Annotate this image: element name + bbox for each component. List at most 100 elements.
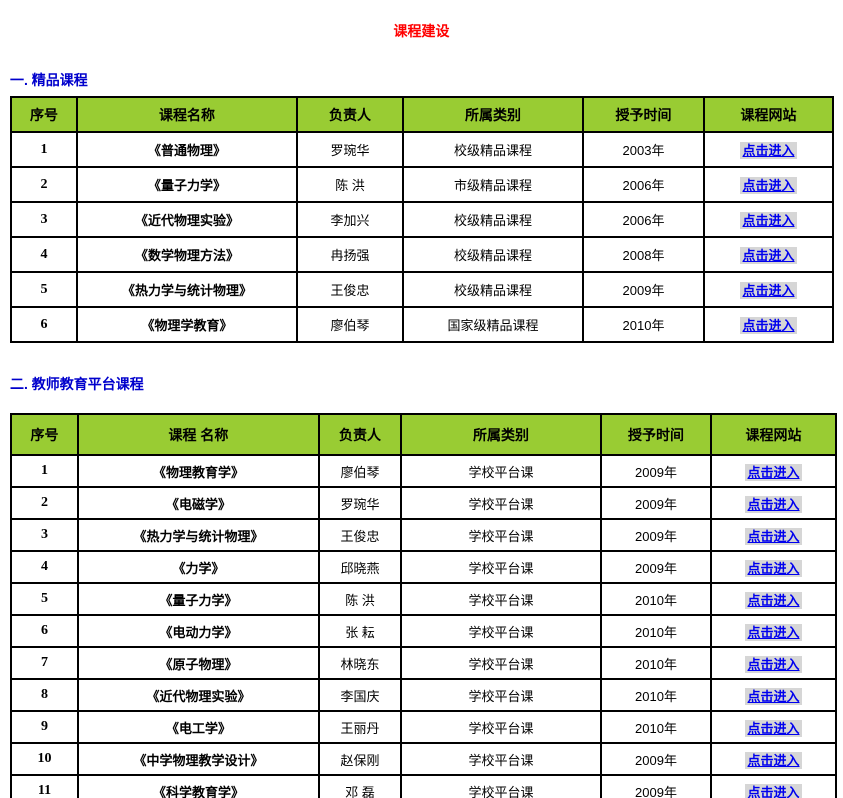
cell-year: 2009年 xyxy=(600,774,712,798)
cell-website: 点击进入 xyxy=(710,550,837,584)
cell-leader: 李加兴 xyxy=(296,201,404,238)
cell-website: 点击进入 xyxy=(710,582,837,616)
cell-leader: 林晓东 xyxy=(318,646,402,680)
enter-link[interactable]: 点击进入 xyxy=(745,623,802,641)
cell-leader: 陈 洪 xyxy=(318,582,402,616)
cell-website: 点击进入 xyxy=(710,518,837,552)
header-cell-year: 授予时间 xyxy=(600,413,712,456)
enter-link[interactable]: 点击进入 xyxy=(740,212,797,229)
cell-leader: 赵保刚 xyxy=(318,742,402,776)
table-header-row: 序号 课程 名称 负责人 所属类别 授予时间 课程网站 xyxy=(10,413,837,456)
cell-course-name: 《中学物理教学设计》 xyxy=(77,742,320,776)
cell-category: 学校平台课 xyxy=(400,454,602,488)
cell-category: 学校平台课 xyxy=(400,710,602,744)
enter-link[interactable]: 点击进入 xyxy=(740,317,797,334)
cell-year: 2008年 xyxy=(582,236,705,273)
cell-category: 市级精品课程 xyxy=(402,166,584,203)
cell-course-name: 《数学物理方法》 xyxy=(76,236,298,273)
cell-website: 点击进入 xyxy=(703,271,834,308)
cell-website: 点击进入 xyxy=(710,742,837,776)
table-row: 1 《物理教育学》 廖伯琴 学校平台课 2009年 点击进入 xyxy=(10,454,837,488)
cell-no: 9 xyxy=(10,710,79,744)
header-cell-leader: 负责人 xyxy=(318,413,402,456)
enter-link[interactable]: 点击进入 xyxy=(745,463,802,481)
cell-leader: 邱晓燕 xyxy=(318,550,402,584)
table-row: 1 《普通物理》 罗琬华 校级精品课程 2003年 点击进入 xyxy=(10,131,834,168)
enter-link[interactable]: 点击进入 xyxy=(745,719,802,737)
enter-link[interactable]: 点击进入 xyxy=(745,751,802,769)
cell-course-name: 《热力学与统计物理》 xyxy=(76,271,298,308)
cell-category: 校级精品课程 xyxy=(402,271,584,308)
table-row: 2 《电磁学》 罗琬华 学校平台课 2009年 点击进入 xyxy=(10,486,837,520)
enter-link[interactable]: 点击进入 xyxy=(745,655,802,673)
cell-category: 学校平台课 xyxy=(400,646,602,680)
cell-category: 国家级精品课程 xyxy=(402,306,584,343)
cell-no: 1 xyxy=(10,131,78,168)
enter-link[interactable]: 点击进入 xyxy=(745,527,802,545)
section-heading-quality-courses: 一. 精品课程 xyxy=(10,72,88,88)
table-row: 8 《近代物理实验》 李国庆 学校平台课 2010年 点击进入 xyxy=(10,678,837,712)
enter-link[interactable]: 点击进入 xyxy=(745,591,802,609)
cell-course-name: 《普通物理》 xyxy=(76,131,298,168)
header-cell-no: 序号 xyxy=(10,96,78,133)
cell-year: 2006年 xyxy=(582,201,705,238)
cell-course-name: 《电磁学》 xyxy=(77,486,320,520)
enter-link[interactable]: 点击进入 xyxy=(745,783,802,798)
cell-year: 2009年 xyxy=(582,271,705,308)
table-row: 6 《电动力学》张 耘学校平台课 2010年 点击进入 xyxy=(10,614,837,648)
page-title: 课程建设 xyxy=(393,23,450,39)
cell-no: 8 xyxy=(10,678,79,712)
cell-no: 11 xyxy=(10,774,79,798)
cell-year: 2009年 xyxy=(600,550,712,584)
header-cell-category: 所属类别 xyxy=(402,96,584,133)
cell-category: 学校平台课 xyxy=(400,518,602,552)
cell-year: 2009年 xyxy=(600,486,712,520)
cell-no: 2 xyxy=(10,166,78,203)
cell-year: 2010年 xyxy=(582,306,705,343)
cell-category: 校级精品课程 xyxy=(402,236,584,273)
enter-link[interactable]: 点击进入 xyxy=(740,142,797,159)
enter-link[interactable]: 点击进入 xyxy=(745,687,802,705)
quality-courses-table: 序号 课程名称 负责人 所属类别 授予时间 课程网站 1 《普通物理》 罗琬华 校级精… xyxy=(10,96,834,343)
enter-link[interactable]: 点击进入 xyxy=(740,177,797,194)
cell-category: 学校平台课 xyxy=(400,486,602,520)
enter-link[interactable]: 点击进入 xyxy=(740,282,797,299)
cell-no: 1 xyxy=(10,454,79,488)
table-row: 3 《热力学与统计物理》 王俊忠 学校平台课 2009年 点击进入 xyxy=(10,518,837,552)
enter-link[interactable]: 点击进入 xyxy=(740,247,797,264)
header-cell-website: 课程网站 xyxy=(703,96,834,133)
header-cell-website: 课程网站 xyxy=(710,413,837,456)
cell-no: 3 xyxy=(10,201,78,238)
cell-year: 2010年 xyxy=(600,710,712,744)
header-cell-category: 所属类别 xyxy=(400,413,602,456)
table-row: 6 《物理学教育》 廖伯琴 国家级精品课程 2010年 点击进入 xyxy=(10,306,834,343)
cell-course-name: 《量子力学》 xyxy=(76,166,298,203)
cell-website: 点击进入 xyxy=(703,201,834,238)
table-row: 2 《量子力学》陈 洪市级精品课程 2006年 点击进入 xyxy=(10,166,834,203)
cell-course-name: 《近代物理实验》 xyxy=(77,678,320,712)
enter-link[interactable]: 点击进入 xyxy=(745,495,802,513)
table-header-row: 序号 课程名称 负责人 所属类别 授予时间 课程网站 xyxy=(10,96,834,133)
cell-year: 2010年 xyxy=(600,582,712,616)
table-row: 5 《量子力学》陈 洪学校平台课 2010年 点击进入 xyxy=(10,582,837,616)
table-row: 7 《原子物理》 林晓东 学校平台课 2010年 点击进入 xyxy=(10,646,837,680)
cell-leader: 李国庆 xyxy=(318,678,402,712)
cell-no: 7 xyxy=(10,646,79,680)
cell-year: 2010年 xyxy=(600,646,712,680)
enter-link[interactable]: 点击进入 xyxy=(745,559,802,577)
table-row: 5 《热力学与统计物理》 王俊忠 校级精品课程 2009年 点击进入 xyxy=(10,271,834,308)
cell-website: 点击进入 xyxy=(710,614,837,648)
cell-course-name: 《热力学与统计物理》 xyxy=(77,518,320,552)
cell-no: 2 xyxy=(10,486,79,520)
cell-category: 学校平台课 xyxy=(400,742,602,776)
cell-year: 2010年 xyxy=(600,614,712,648)
cell-leader: 王俊忠 xyxy=(318,518,402,552)
header-cell-no: 序号 xyxy=(10,413,79,456)
cell-year: 2009年 xyxy=(600,518,712,552)
cell-course-name: 《电动力学》 xyxy=(77,614,320,648)
cell-course-name: 《近代物理实验》 xyxy=(76,201,298,238)
cell-year: 2009年 xyxy=(600,742,712,776)
cell-course-name: 《原子物理》 xyxy=(77,646,320,680)
cell-website: 点击进入 xyxy=(703,236,834,273)
